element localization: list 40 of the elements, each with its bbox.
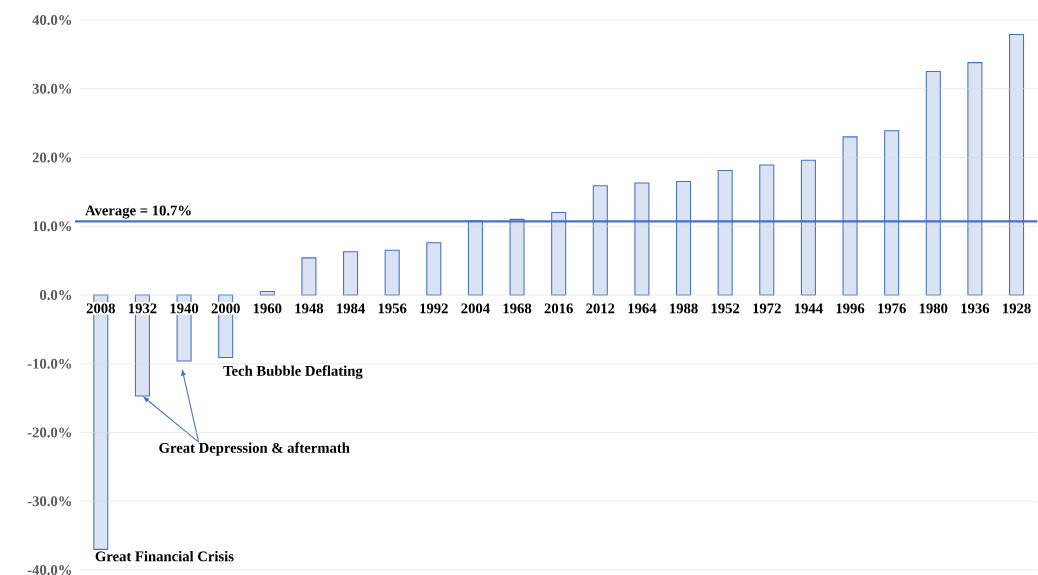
y-tick-label: -10.0%: [27, 358, 72, 369]
x-tick-label: 2008: [86, 303, 115, 314]
x-tick-label: 1928: [1003, 303, 1031, 314]
x-tick-label: 1940: [170, 303, 199, 314]
y-tick-label: 40.0%: [32, 15, 72, 25]
x-tick-label: 2012: [586, 303, 615, 314]
x-tick-label: 2016: [544, 303, 573, 314]
bar: [384, 249, 400, 296]
x-tick-label: 1972: [753, 303, 781, 314]
x-tick-label: 2004: [461, 303, 490, 314]
y-tick-label: -40.0%: [27, 565, 72, 575]
x-tick-label: 1932: [128, 303, 157, 314]
x-tick-label: 1952: [711, 303, 740, 314]
ref-line-label: Average = 10.7%: [85, 205, 191, 219]
annotation: Great Financial Crisis: [95, 550, 234, 562]
x-tick-label: 1988: [670, 303, 698, 314]
x-tick-label: 2000: [211, 303, 240, 314]
x-tick-label: 1976: [878, 303, 906, 314]
x-tick-label: 1996: [836, 303, 865, 314]
annotation: Great Depression & aftermath: [159, 442, 350, 456]
y-tick-label: 30.0%: [32, 83, 72, 94]
bar: [426, 242, 442, 296]
bar: [343, 251, 359, 296]
y-tick-label: 20.0%: [32, 152, 72, 163]
x-tick-label: 1964: [628, 303, 657, 314]
x-tick-label: 1984: [337, 303, 365, 314]
y-tick-label: -20.0%: [27, 427, 72, 438]
x-tick-label: 1948: [295, 303, 324, 314]
x-tick-label: 1980: [919, 303, 948, 314]
x-tick-label: 1968: [503, 303, 532, 314]
x-tick-label: 1992: [420, 303, 448, 314]
annotation: Tech Bubble Deflating: [223, 365, 363, 379]
bar: [301, 257, 317, 296]
x-tick-label: 1960: [253, 303, 282, 314]
y-tick-label: -30.0%: [27, 496, 72, 507]
x-tick-label: 1944: [794, 303, 823, 314]
y-tick-label: 10.0%: [33, 221, 72, 232]
y-tick-label: 0.0%: [40, 290, 72, 300]
x-tick-label: 1936: [961, 303, 990, 314]
x-tick-label: 1956: [378, 303, 407, 314]
